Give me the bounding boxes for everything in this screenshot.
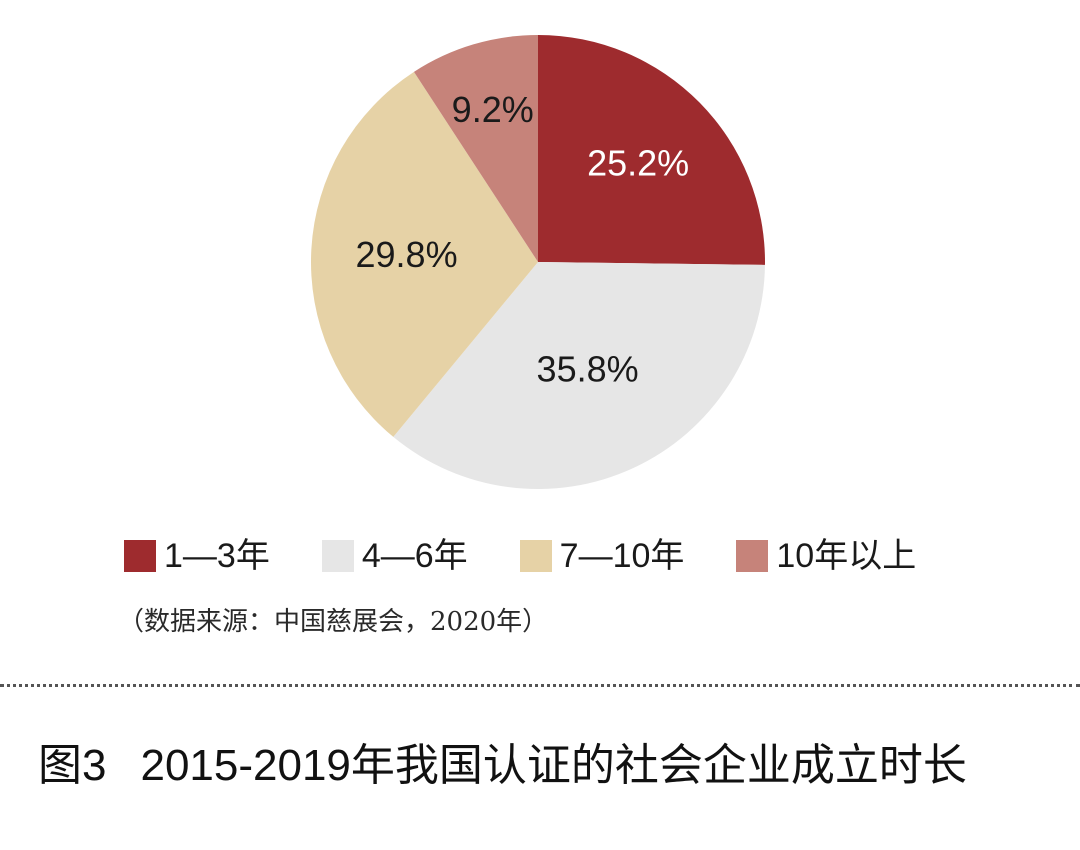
source-note: （数据来源：中国慈展会，2020年） [118, 607, 549, 637]
slice-data-label: 25.2% [587, 143, 689, 184]
legend-item-7-10-years: 7—10年 [519, 536, 685, 576]
figure-caption: 图3 2015-2019年我国认证的社会企业成立时长 [38, 738, 967, 794]
slice-data-label: 9.2% [452, 89, 534, 130]
pie-slice-2 [393, 262, 765, 489]
legend-label: 4—6年 [361, 537, 468, 575]
legend-swatch [321, 540, 354, 572]
pie-slice-3 [310, 71, 538, 437]
legend-item-10-plus-years: 10年以上 [736, 536, 916, 576]
legend-swatch [124, 540, 156, 572]
pie-slice-1 [538, 35, 765, 265]
legend-label: 10年以上 [776, 537, 917, 575]
legend-swatch [736, 540, 769, 572]
legend-label: 7—10年 [559, 537, 685, 575]
slice-data-label: 35.8% [537, 349, 639, 390]
figure-title: 2015-2019年我国认证的社会企业成立时长 [140, 741, 967, 790]
legend-swatch [519, 540, 552, 572]
pie-chart: 25.2% 35.8% 29.8% 9.2% [310, 35, 765, 489]
pie-slice-4 [413, 35, 538, 262]
pie-slice-labels: 25.2% 35.8% 29.8% 9.2% [356, 89, 690, 389]
figure-number: 图3 [38, 741, 107, 790]
chart-legend: 1—3年 4—6年 7—10年 10年以上 [124, 534, 968, 578]
legend-label: 1—3年 [164, 537, 270, 575]
slice-data-label: 29.8% [356, 234, 458, 275]
legend-item-4-6-years: 4—6年 [321, 536, 468, 576]
dotted-divider [0, 684, 1080, 687]
pie-slices [310, 35, 765, 489]
legend-item-1-3-years: 1—3年 [124, 536, 270, 576]
